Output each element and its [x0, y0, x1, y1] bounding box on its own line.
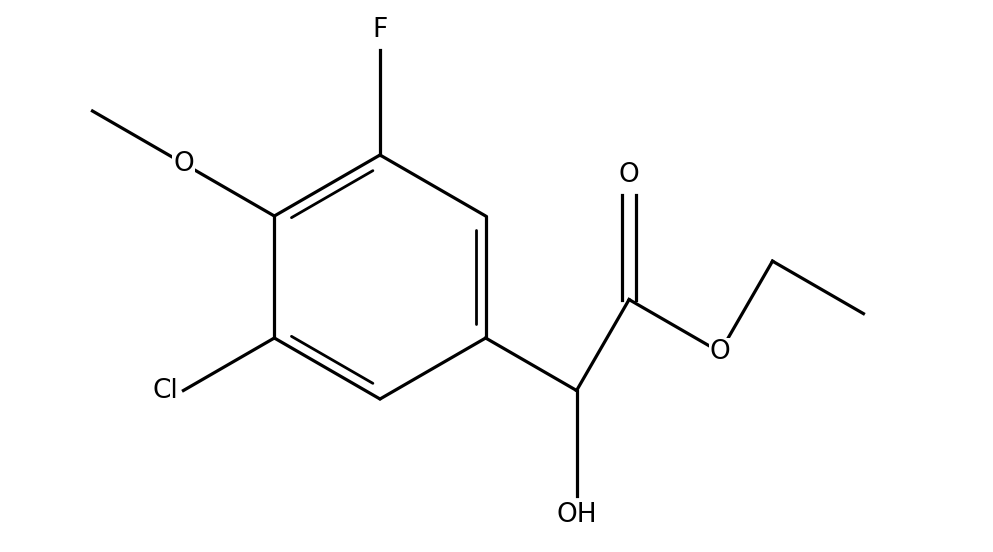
Text: OH: OH: [556, 502, 597, 528]
Text: O: O: [173, 151, 194, 177]
Text: F: F: [372, 17, 387, 43]
Text: Cl: Cl: [153, 378, 179, 404]
Text: O: O: [710, 339, 731, 365]
Text: O: O: [619, 162, 639, 188]
